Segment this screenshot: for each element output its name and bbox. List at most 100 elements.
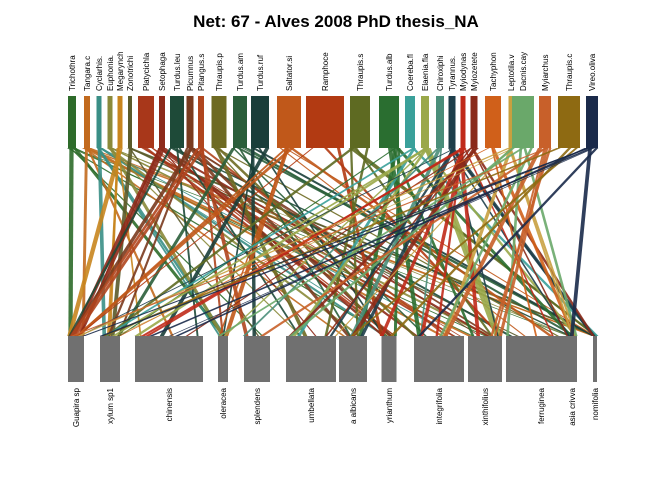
interaction-link: [68, 148, 74, 336]
interaction-link: [109, 148, 119, 336]
interaction-link: [69, 148, 200, 336]
higher-species-box: [421, 96, 429, 148]
higher-species-label: Turdus.ruf: [256, 54, 265, 91]
interaction-link: [242, 148, 440, 336]
interaction-link: [350, 148, 578, 336]
higher-species-label: Megarynch: [116, 51, 125, 91]
higher-species-box: [233, 96, 247, 148]
higher-species-label: Picumnus: [186, 56, 195, 91]
interaction-link: [389, 148, 572, 336]
interaction-link: [118, 148, 397, 336]
higher-species-label: Thraupis.c: [565, 54, 574, 91]
interaction-link: [78, 148, 457, 336]
interaction-link: [523, 148, 578, 336]
higher-species-box: [198, 96, 204, 148]
higher-species-label: Myiarchus: [541, 55, 550, 91]
lower-species-label: Guapira sp: [72, 387, 81, 427]
lower-species-box: [286, 336, 336, 382]
interaction-link: [72, 148, 205, 336]
higher-species-box: [460, 96, 466, 148]
higher-species-label: Myiozetete: [470, 52, 479, 91]
lower-species-box: [218, 336, 228, 382]
higher-species-label: Vireo.oliva: [588, 53, 597, 91]
interaction-link: [417, 148, 599, 336]
interaction-link: [76, 148, 314, 336]
lower-species-box: [567, 336, 577, 382]
interaction-link: [101, 148, 561, 336]
higher-species-label: Leptotila.v: [507, 55, 516, 91]
interaction-link: [458, 148, 481, 336]
lower-species-box: [506, 336, 576, 382]
interaction-link: [69, 148, 194, 336]
higher-species-label: Pitangus.s: [197, 54, 206, 91]
higher-species-box: [448, 96, 456, 148]
lower-species-box: [468, 336, 502, 382]
higher-species-box: [159, 96, 165, 148]
interaction-link: [149, 148, 594, 336]
interaction-link: [168, 148, 596, 336]
higher-species-box: [558, 96, 580, 148]
lower-species-box: [68, 336, 84, 382]
higher-species-label: Tangara.c: [83, 56, 92, 91]
interaction-link: [498, 148, 549, 336]
higher-species-label: Saltator.si: [285, 56, 294, 91]
lower-species-label: ferruginea: [537, 387, 546, 424]
interaction-link: [491, 148, 576, 336]
lower-species-label: a albicans: [349, 388, 358, 424]
lower-species-box: [381, 336, 397, 382]
lower-species-box: [593, 336, 597, 382]
interaction-link: [68, 148, 172, 336]
higher-species-box: [96, 96, 102, 148]
interaction-link: [223, 148, 429, 336]
interaction-link: [419, 148, 466, 336]
higher-species-label: Tyrannus.: [448, 56, 457, 91]
lower-species-box: [244, 336, 270, 382]
higher-species-label: Setophaga: [158, 52, 167, 91]
lower-species-label: xylum sp1: [106, 387, 115, 424]
lower-species-box: [414, 336, 464, 382]
interaction-link: [99, 148, 591, 336]
higher-species-label: Platycichla: [142, 52, 151, 91]
higher-species-label: Chiroxiphi: [436, 55, 445, 91]
interaction-link: [350, 148, 442, 336]
interaction-link: [115, 148, 515, 336]
higher-species-label: Coereba.fl: [406, 54, 415, 91]
higher-species-box: [84, 96, 90, 148]
higher-species-label: Elaenia.fla: [421, 53, 430, 91]
higher-species-label: Myiodynas: [459, 53, 468, 91]
higher-species-box: [277, 96, 301, 148]
interaction-link: [67, 148, 123, 336]
higher-species-box: [117, 96, 123, 148]
interaction-link: [162, 148, 385, 336]
lower-species-label: yrianthum: [385, 388, 394, 423]
interaction-links: [66, 148, 599, 336]
interaction-link: [75, 148, 288, 336]
higher-species-label: Zonotrichi: [126, 56, 135, 91]
interaction-link: [116, 148, 236, 336]
interaction-link: [77, 148, 511, 336]
higher-species-label: Turdus.leu: [173, 54, 182, 92]
interaction-link: [104, 148, 355, 336]
higher-species-box: [107, 96, 113, 148]
higher-species-box: [508, 96, 514, 148]
chart-title: Net: 67 - Alves 2008 PhD thesis_NA: [193, 12, 479, 31]
higher-species-label: Euphonia.: [106, 55, 115, 91]
interaction-link: [82, 148, 591, 336]
higher-species-label: Thraupis.p: [215, 53, 224, 91]
lower-species-label: oleracea: [219, 387, 228, 418]
lower-species-box: [135, 336, 203, 382]
higher-species-box: [211, 96, 227, 148]
higher-species-label: Cyclarhis.: [95, 56, 104, 91]
higher-species-box: [306, 96, 344, 148]
higher-species-box: [436, 96, 444, 148]
lower-species-label: chinensis: [165, 388, 174, 421]
lower-species-label: integrifolia: [435, 387, 444, 424]
lower-species-label: asia crivva: [568, 387, 577, 425]
lower-species-label: nomifolia: [591, 387, 600, 420]
interaction-link: [70, 148, 550, 336]
higher-species-box: [170, 96, 184, 148]
interaction-link: [358, 148, 398, 336]
interaction-link: [329, 148, 456, 336]
lower-species-box: [339, 336, 367, 382]
